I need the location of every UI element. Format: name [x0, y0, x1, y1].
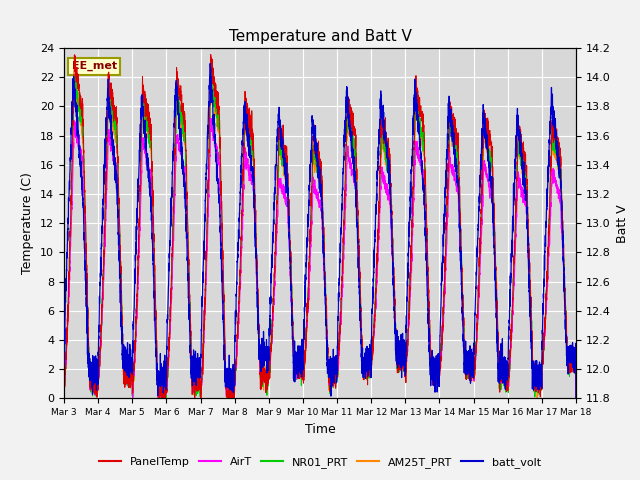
Legend: PanelTemp, AirT, NR01_PRT, AM25T_PRT, batt_volt: PanelTemp, AirT, NR01_PRT, AM25T_PRT, ba…: [94, 452, 546, 472]
Y-axis label: Temperature (C): Temperature (C): [22, 172, 35, 274]
X-axis label: Time: Time: [305, 423, 335, 436]
Text: EE_met: EE_met: [72, 61, 117, 72]
Y-axis label: Batt V: Batt V: [616, 204, 629, 242]
Title: Temperature and Batt V: Temperature and Batt V: [228, 29, 412, 44]
